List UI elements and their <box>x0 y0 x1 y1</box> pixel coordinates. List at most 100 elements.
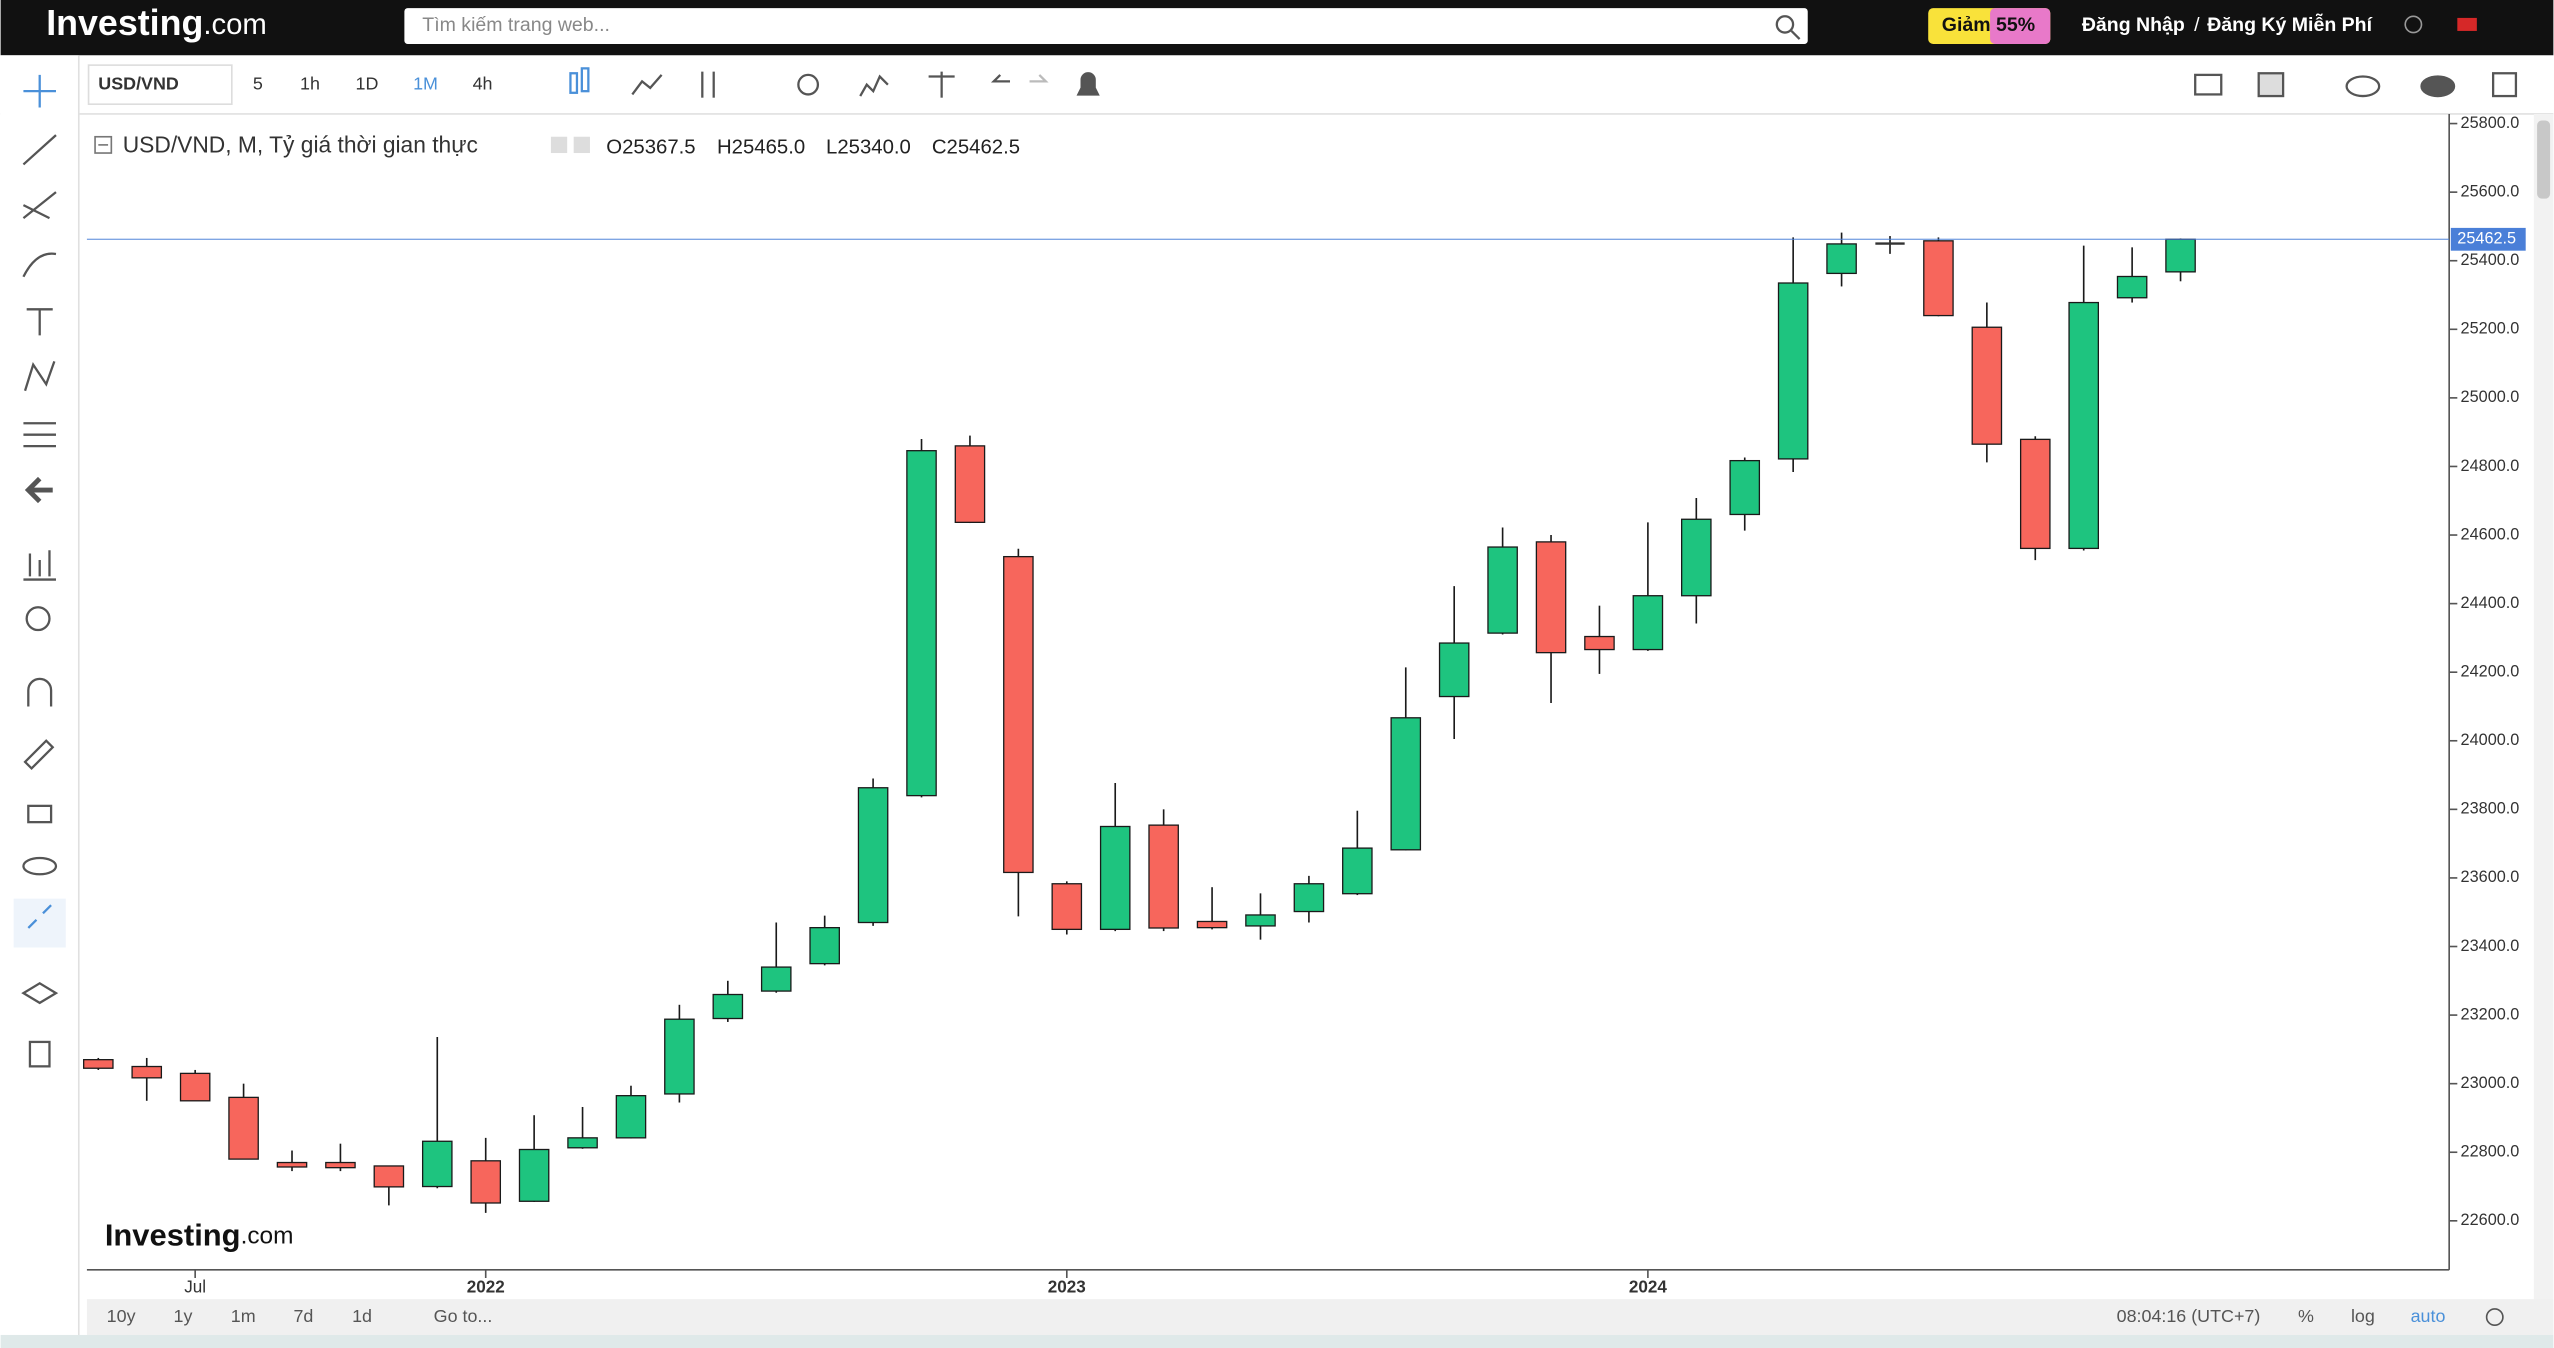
interval-button[interactable]: 4h <box>473 73 493 93</box>
candle-body <box>325 1161 356 1169</box>
candle-body <box>1535 541 1567 654</box>
symbol-box[interactable] <box>87 64 233 106</box>
cloud-save-icon[interactable] <box>2420 75 2456 98</box>
y-tick-label: 25800.0 <box>2461 114 2520 132</box>
x-tick-label: Jul <box>184 1277 206 1296</box>
layers-tool[interactable] <box>21 981 59 1005</box>
y-tick-label: 23400.0 <box>2461 937 2520 955</box>
line-type-icon[interactable] <box>631 74 663 96</box>
color-icon[interactable] <box>2257 72 2285 98</box>
candle-body <box>1245 914 1276 927</box>
candle-body <box>712 993 744 1020</box>
back-tool[interactable] <box>24 476 53 504</box>
text-tool[interactable] <box>26 308 53 336</box>
delete-tool[interactable] <box>28 1040 51 1068</box>
footer-settings[interactable] <box>2485 1308 2504 1327</box>
last-price-tag <box>2450 227 2526 251</box>
candle-type-icon[interactable] <box>580 67 590 93</box>
collapse-button[interactable] <box>94 135 113 154</box>
y-tick-label: 22800.0 <box>2461 1143 2520 1161</box>
candle-body <box>470 1160 502 1204</box>
interval-button[interactable]: 1D <box>355 73 378 93</box>
candle-body <box>373 1165 405 1188</box>
y-tick-label: 24600.0 <box>2461 525 2520 543</box>
search-placeholder[interactable]: Tìm kiếm trang web... <box>422 14 610 36</box>
fullscreen-icon[interactable] <box>2491 72 2518 98</box>
candle-body <box>1584 635 1615 651</box>
indicator-tool[interactable] <box>23 550 56 581</box>
candle-body <box>664 1018 695 1095</box>
range-button[interactable]: 1d <box>352 1306 372 1326</box>
settings-button[interactable] <box>573 136 590 154</box>
candle-type-icon[interactable] <box>569 72 579 94</box>
y-tick-label: 24200.0 <box>2461 662 2520 680</box>
logo[interactable]: Investing.com <box>46 4 267 44</box>
lock-tool[interactable] <box>27 804 53 824</box>
range-button[interactable]: 1m <box>231 1306 256 1326</box>
candle-body <box>1003 555 1034 874</box>
snapshot-icon[interactable] <box>2194 73 2223 96</box>
search-box[interactable] <box>404 8 1808 44</box>
range-button[interactable]: 7d <box>293 1306 313 1326</box>
scroll-thumb[interactable] <box>2537 120 2551 199</box>
candle-body <box>1293 883 1325 913</box>
pattern-tool[interactable] <box>23 361 56 392</box>
candle-body <box>1632 595 1664 651</box>
trendline-tool[interactable] <box>22 134 57 166</box>
login-link[interactable]: Đăng Nhập <box>2082 14 2185 36</box>
ohlc-value: C25462.5 <box>932 137 1020 159</box>
fib-tool[interactable] <box>22 191 57 220</box>
logo-suffix[interactable]: .com <box>203 8 267 41</box>
bottom-strip <box>0 1334 2554 1348</box>
alert-icon[interactable] <box>1076 72 1100 96</box>
interval-button[interactable]: 1M <box>413 73 438 93</box>
sidebar-icons <box>13 74 66 1068</box>
scale-option[interactable]: log <box>2351 1306 2375 1326</box>
scale-option[interactable]: auto <box>2411 1306 2446 1326</box>
logo-main[interactable]: Investing <box>46 4 203 44</box>
search-icon[interactable] <box>1775 15 1801 40</box>
settings-icon[interactable] <box>797 73 820 96</box>
separator: / <box>2194 14 2200 36</box>
watermark: Investing.com <box>105 1217 294 1252</box>
measure-tool[interactable] <box>23 422 56 448</box>
range-button[interactable]: 1y <box>174 1306 193 1326</box>
clock-icon[interactable] <box>2404 15 2423 34</box>
zoom-tool[interactable] <box>25 606 51 632</box>
scale-option[interactable]: % <box>2298 1306 2314 1326</box>
redo-icon[interactable] <box>1029 74 1049 83</box>
interval-button[interactable]: 5 <box>253 73 263 93</box>
x-tick-label: 2024 <box>1629 1277 1667 1296</box>
candle-body <box>518 1148 550 1202</box>
candle-body <box>1438 642 1470 698</box>
x-tick-label: 2023 <box>1048 1277 1086 1296</box>
candle-body <box>2068 301 2100 550</box>
signup-link[interactable]: Đăng Ký Miễn Phí <box>2207 12 2372 36</box>
clock: 08:04:16 (UTC+7) <box>2117 1306 2261 1326</box>
range-button[interactable]: 10y <box>107 1306 136 1326</box>
candle-body <box>1487 546 1518 634</box>
goto-button[interactable]: Go to... <box>434 1306 493 1326</box>
symbol[interactable]: USD/VND <box>98 73 179 93</box>
y-tick-label: 24000.0 <box>2461 731 2520 749</box>
promo-label[interactable]: Giảm 55% <box>1942 14 2035 36</box>
brush-tool[interactable] <box>22 252 57 278</box>
visibility-tool[interactable] <box>22 856 58 876</box>
undo-icon[interactable] <box>990 74 1011 83</box>
candle-body <box>83 1059 114 1069</box>
candles <box>83 232 2196 1213</box>
y-tick-label: 24400.0 <box>2461 594 2520 612</box>
indicator-icon[interactable] <box>859 74 889 97</box>
link-tool[interactable] <box>27 904 52 929</box>
magnet-tool[interactable] <box>27 677 53 707</box>
candle-body <box>1923 240 1954 317</box>
flag-icon[interactable] <box>2457 17 2477 31</box>
hide-button[interactable] <box>550 136 568 154</box>
candle-body <box>567 1137 598 1149</box>
crosshair-tool[interactable] <box>23 74 56 108</box>
lock-draw-tool[interactable] <box>23 739 55 771</box>
interval-button[interactable]: 1h <box>300 73 320 93</box>
cloud-load-icon[interactable] <box>2345 75 2381 98</box>
